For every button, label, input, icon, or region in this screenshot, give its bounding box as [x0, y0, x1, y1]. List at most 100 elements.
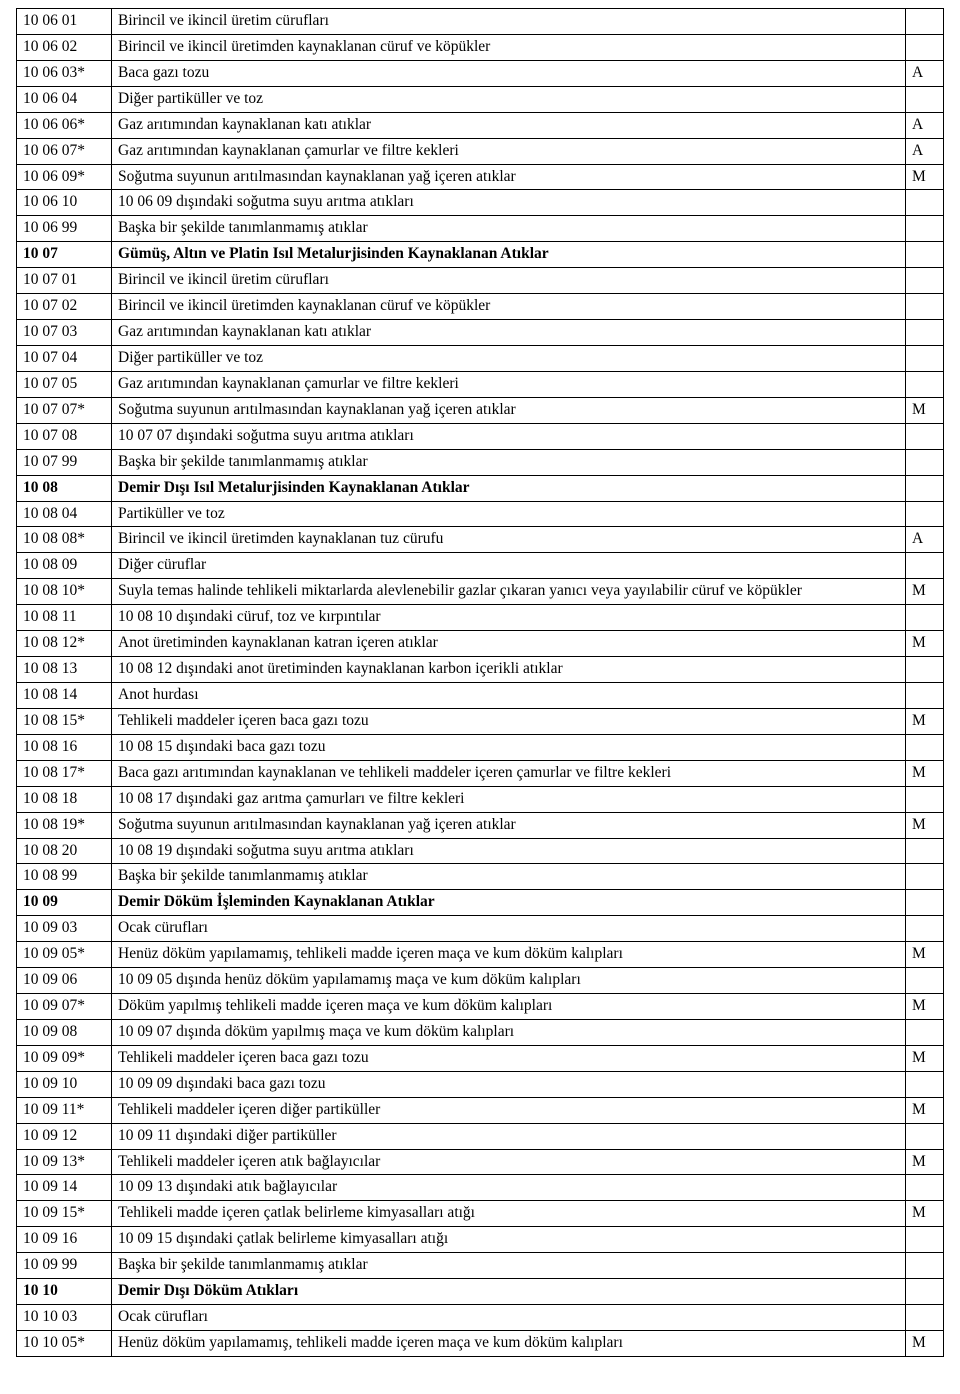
- table-row: 10 09 1210 09 11 dışındaki diğer partikü…: [17, 1123, 944, 1149]
- table-row: 10 09 1010 09 09 dışındaki baca gazı toz…: [17, 1071, 944, 1097]
- table-row: 10 09 0810 09 07 dışında döküm yapılmış …: [17, 1019, 944, 1045]
- hazard-class: [906, 1227, 944, 1253]
- waste-description: Tehlikeli maddeler içeren diğer partikül…: [112, 1097, 906, 1123]
- hazard-class: M: [906, 1201, 944, 1227]
- waste-code: 10 09 13*: [17, 1149, 112, 1175]
- waste-code: 10 08 04: [17, 501, 112, 527]
- hazard-class: M: [906, 942, 944, 968]
- hazard-class: [906, 916, 944, 942]
- waste-code: 10 07 03: [17, 320, 112, 346]
- waste-code: 10 06 04: [17, 86, 112, 112]
- waste-code: 10 07 99: [17, 449, 112, 475]
- waste-description: Demir Döküm İşleminden Kaynaklanan Atıkl…: [112, 890, 906, 916]
- waste-code: 10 09 12: [17, 1123, 112, 1149]
- waste-description: Ocak cürufları: [112, 1305, 906, 1331]
- waste-code: 10 09 14: [17, 1175, 112, 1201]
- waste-description: Henüz döküm yapılamamış, tehlikeli madde…: [112, 1331, 906, 1357]
- table-row: 10 09 99Başka bir şekilde tanımlanmamış …: [17, 1253, 944, 1279]
- hazard-class: A: [906, 527, 944, 553]
- table-row: 10 08 12*Anot üretiminden kaynaklanan ka…: [17, 631, 944, 657]
- waste-code: 10 09 06: [17, 968, 112, 994]
- hazard-class: [906, 605, 944, 631]
- hazard-class: [906, 9, 944, 35]
- waste-code: 10 09 10: [17, 1071, 112, 1097]
- table-row: 10 06 03*Baca gazı tozuA: [17, 60, 944, 86]
- table-row: 10 08 99Başka bir şekilde tanımlanmamış …: [17, 864, 944, 890]
- table-row: 10 08 17*Baca gazı arıtımından kaynaklan…: [17, 760, 944, 786]
- waste-description: Gaz arıtımından kaynaklanan çamurlar ve …: [112, 138, 906, 164]
- waste-code: 10 08 17*: [17, 760, 112, 786]
- table-row: 10 10 03Ocak cürufları: [17, 1305, 944, 1331]
- table-row: 10 06 04Diğer partiküller ve toz: [17, 86, 944, 112]
- hazard-class: [906, 657, 944, 683]
- hazard-class: [906, 890, 944, 916]
- waste-code: 10 08 14: [17, 682, 112, 708]
- hazard-class: [906, 786, 944, 812]
- table-row: 10 08 1310 08 12 dışındaki anot üretimin…: [17, 657, 944, 683]
- waste-code: 10 06 02: [17, 34, 112, 60]
- table-row: 10 09 09*Tehlikeli maddeler içeren baca …: [17, 1045, 944, 1071]
- waste-description: 10 08 12 dışındaki anot üretiminden kayn…: [112, 657, 906, 683]
- waste-description: 10 08 15 dışındaki baca gazı tozu: [112, 734, 906, 760]
- hazard-class: [906, 1305, 944, 1331]
- table-row: 10 07 05Gaz arıtımından kaynaklanan çamu…: [17, 371, 944, 397]
- hazard-class: M: [906, 812, 944, 838]
- waste-description: Başka bir şekilde tanımlanmamış atıklar: [112, 864, 906, 890]
- hazard-class: M: [906, 1149, 944, 1175]
- waste-description: Birincil ve ikincil üretim cürufları: [112, 9, 906, 35]
- waste-description: Soğutma suyunun arıtılmasından kaynaklan…: [112, 812, 906, 838]
- waste-description: 10 08 10 dışındaki cüruf, toz ve kırpınt…: [112, 605, 906, 631]
- waste-description: Döküm yapılmış tehlikeli madde içeren ma…: [112, 994, 906, 1020]
- hazard-class: [906, 34, 944, 60]
- table-row: 10 06 99Başka bir şekilde tanımlanmamış …: [17, 216, 944, 242]
- table-row: 10 06 06*Gaz arıtımından kaynaklanan kat…: [17, 112, 944, 138]
- waste-description: Partiküller ve toz: [112, 501, 906, 527]
- table-row: 10 08 15*Tehlikeli maddeler içeren baca …: [17, 708, 944, 734]
- hazard-class: M: [906, 579, 944, 605]
- waste-description: 10 06 09 dışındaki soğutma suyu arıtma a…: [112, 190, 906, 216]
- hazard-class: [906, 294, 944, 320]
- table-row: 10 08 1810 08 17 dışındaki gaz arıtma ça…: [17, 786, 944, 812]
- waste-description: Anot hurdası: [112, 682, 906, 708]
- table-row: 10 10 05*Henüz döküm yapılamamış, tehlik…: [17, 1331, 944, 1357]
- hazard-class: M: [906, 760, 944, 786]
- waste-description: 10 09 09 dışındaki baca gazı tozu: [112, 1071, 906, 1097]
- waste-code: 10 10 05*: [17, 1331, 112, 1357]
- waste-code: 10 07 08: [17, 423, 112, 449]
- waste-code: 10 08 19*: [17, 812, 112, 838]
- hazard-class: [906, 190, 944, 216]
- waste-code: 10 08 09: [17, 553, 112, 579]
- hazard-class: M: [906, 994, 944, 1020]
- table-row: 10 08 1610 08 15 dışındaki baca gazı toz…: [17, 734, 944, 760]
- hazard-class: [906, 423, 944, 449]
- waste-description: Tehlikeli maddeler içeren baca gazı tozu: [112, 708, 906, 734]
- waste-code: 10 06 07*: [17, 138, 112, 164]
- waste-description: Anot üretiminden kaynaklanan katran içer…: [112, 631, 906, 657]
- table-row: 10 09 05*Henüz döküm yapılamamış, tehlik…: [17, 942, 944, 968]
- table-row: 10 06 09*Soğutma suyunun arıtılmasından …: [17, 164, 944, 190]
- hazard-class: [906, 345, 944, 371]
- waste-code: 10 09 07*: [17, 994, 112, 1020]
- waste-description: Birincil ve ikincil üretim cürufları: [112, 268, 906, 294]
- waste-code: 10 08 13: [17, 657, 112, 683]
- hazard-class: [906, 734, 944, 760]
- waste-description: 10 09 13 dışındaki atık bağlayıcılar: [112, 1175, 906, 1201]
- table-row: 10 08 2010 08 19 dışındaki soğutma suyu …: [17, 838, 944, 864]
- hazard-class: M: [906, 397, 944, 423]
- waste-description: Soğutma suyunun arıtılmasından kaynaklan…: [112, 397, 906, 423]
- waste-code: 10 06 09*: [17, 164, 112, 190]
- waste-description: Birincil ve ikincil üretimden kaynaklana…: [112, 527, 906, 553]
- waste-description: Gümüş, Altın ve Platin Isıl Metalurjisin…: [112, 242, 906, 268]
- waste-code: 10 09 08: [17, 1019, 112, 1045]
- waste-description: Demir Dışı Isıl Metalurjisinden Kaynakla…: [112, 475, 906, 501]
- hazard-class: [906, 682, 944, 708]
- waste-description: Başka bir şekilde tanımlanmamış atıklar: [112, 1253, 906, 1279]
- table-row: 10 09 1610 09 15 dışındaki çatlak belirl…: [17, 1227, 944, 1253]
- waste-code: 10 08 10*: [17, 579, 112, 605]
- waste-code: 10 09: [17, 890, 112, 916]
- hazard-class: M: [906, 708, 944, 734]
- waste-description: Suyla temas halinde tehlikeli miktarlard…: [112, 579, 906, 605]
- waste-code: 10 07 07*: [17, 397, 112, 423]
- waste-code: 10 08 12*: [17, 631, 112, 657]
- waste-description: Baca gazı arıtımından kaynaklanan ve teh…: [112, 760, 906, 786]
